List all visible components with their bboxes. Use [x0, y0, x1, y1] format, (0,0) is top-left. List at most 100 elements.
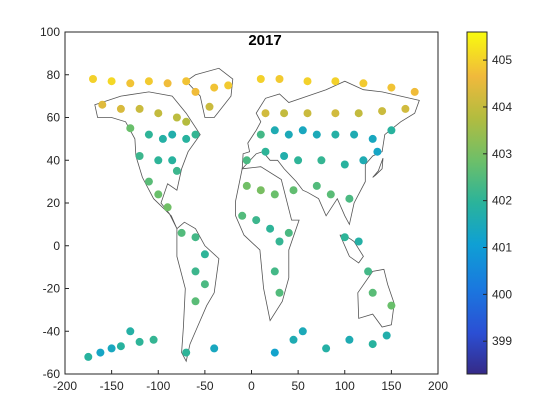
data-point	[270, 126, 279, 135]
data-point	[242, 181, 251, 190]
data-point	[270, 348, 279, 357]
coastline	[357, 268, 395, 328]
data-point	[205, 102, 214, 111]
data-point	[89, 75, 97, 83]
data-point	[172, 166, 181, 175]
y-tick-label: 100	[40, 25, 60, 39]
data-point	[191, 297, 200, 306]
data-point	[238, 211, 247, 220]
y-axis-ticks: -60 -40 -20 0 20 40 60 80 100	[40, 25, 69, 381]
coastline	[176, 221, 220, 363]
data-point	[387, 301, 396, 310]
data-point	[200, 280, 209, 289]
data-point	[359, 79, 368, 88]
data-point	[96, 348, 105, 357]
data-point	[252, 216, 261, 225]
data-point	[182, 77, 191, 86]
x-tick-label: -50	[196, 379, 214, 393]
y-tick-label: 60	[47, 111, 61, 125]
data-point	[154, 109, 163, 118]
coastline	[372, 157, 384, 178]
data-point	[266, 224, 275, 233]
data-point	[373, 147, 382, 156]
data-point	[298, 327, 307, 336]
coastline	[241, 80, 420, 226]
data-point	[84, 352, 93, 361]
data-points	[84, 75, 419, 361]
data-point	[126, 124, 135, 133]
data-point	[401, 104, 410, 113]
data-point	[210, 83, 219, 92]
x-tick-label: -150	[100, 379, 124, 393]
data-point	[289, 335, 298, 344]
data-point	[144, 77, 153, 86]
data-point	[191, 233, 200, 242]
data-point	[191, 87, 200, 96]
y-tick-label: -40	[43, 324, 61, 338]
data-point	[303, 109, 312, 118]
data-point	[261, 109, 270, 118]
colorbar: 399 400 401 402 403 404 405	[466, 31, 512, 375]
data-point	[280, 109, 289, 118]
y-tick-label: 40	[47, 153, 61, 167]
data-point	[354, 237, 363, 246]
data-point	[182, 117, 191, 126]
colorbar-tick-label: 401	[492, 241, 512, 255]
data-point	[312, 130, 321, 139]
colorbar-tick-label: 399	[492, 334, 512, 348]
data-point	[144, 177, 153, 186]
colorbar-ticks: 399 400 401 402 403 404 405	[483, 53, 512, 348]
data-point	[387, 83, 396, 92]
colorbar-tick-label: 405	[492, 53, 512, 67]
data-point	[289, 186, 298, 195]
plot-area: -200 -150 -100 -50 0 50 100 150 200 -60-40-20020…	[40, 25, 448, 393]
data-point	[149, 335, 158, 344]
data-point	[382, 331, 391, 340]
data-point	[354, 109, 363, 118]
data-point	[345, 194, 354, 203]
data-point	[168, 130, 177, 139]
x-axis-ticks: -200 -150 -100 -50 0 50 100 150 200	[53, 370, 448, 393]
data-point	[368, 340, 377, 349]
y-tick-label: 20	[47, 196, 61, 210]
x-tick-label: 50	[291, 379, 305, 393]
data-point	[270, 190, 279, 199]
y-tick-label: 80	[47, 68, 61, 82]
data-point	[326, 190, 335, 199]
data-point	[312, 181, 321, 190]
data-point	[135, 152, 144, 160]
data-point	[224, 81, 233, 90]
y-tick-label: -60	[43, 367, 61, 381]
data-point	[280, 152, 289, 160]
data-point	[182, 348, 191, 357]
x-tick-label: 0	[248, 379, 255, 393]
colorbar-gradient	[466, 31, 488, 375]
data-point	[126, 79, 135, 88]
data-point	[368, 134, 377, 143]
data-point	[116, 104, 125, 113]
data-point	[284, 228, 293, 237]
data-point	[168, 156, 177, 165]
data-point	[98, 100, 107, 109]
data-point	[275, 75, 284, 83]
x-tick-label: 200	[428, 379, 448, 393]
data-point	[317, 156, 326, 165]
data-point	[126, 327, 135, 336]
data-point	[340, 233, 349, 242]
data-point	[261, 147, 270, 156]
x-tick-label: -100	[146, 379, 170, 393]
data-point	[331, 109, 340, 118]
data-point	[378, 107, 387, 116]
colorbar-tick-label: 403	[492, 147, 512, 161]
data-point	[191, 267, 200, 276]
data-point	[191, 130, 200, 139]
data-point	[256, 130, 265, 139]
data-point	[116, 342, 125, 351]
data-point	[135, 337, 144, 346]
data-point	[284, 130, 293, 139]
y-tick-label: -20	[43, 282, 61, 296]
colorbar-tick-label: 402	[492, 194, 512, 208]
x-tick-label: -200	[53, 379, 77, 393]
data-point	[359, 156, 368, 165]
data-point	[256, 75, 265, 83]
